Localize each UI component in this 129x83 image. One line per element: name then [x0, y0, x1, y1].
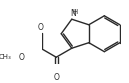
Text: O: O [38, 23, 44, 32]
Text: N: N [70, 9, 76, 18]
Text: H: H [72, 9, 77, 15]
Text: CH₃: CH₃ [0, 54, 11, 60]
Text: O: O [19, 53, 25, 62]
Text: O: O [53, 73, 59, 82]
